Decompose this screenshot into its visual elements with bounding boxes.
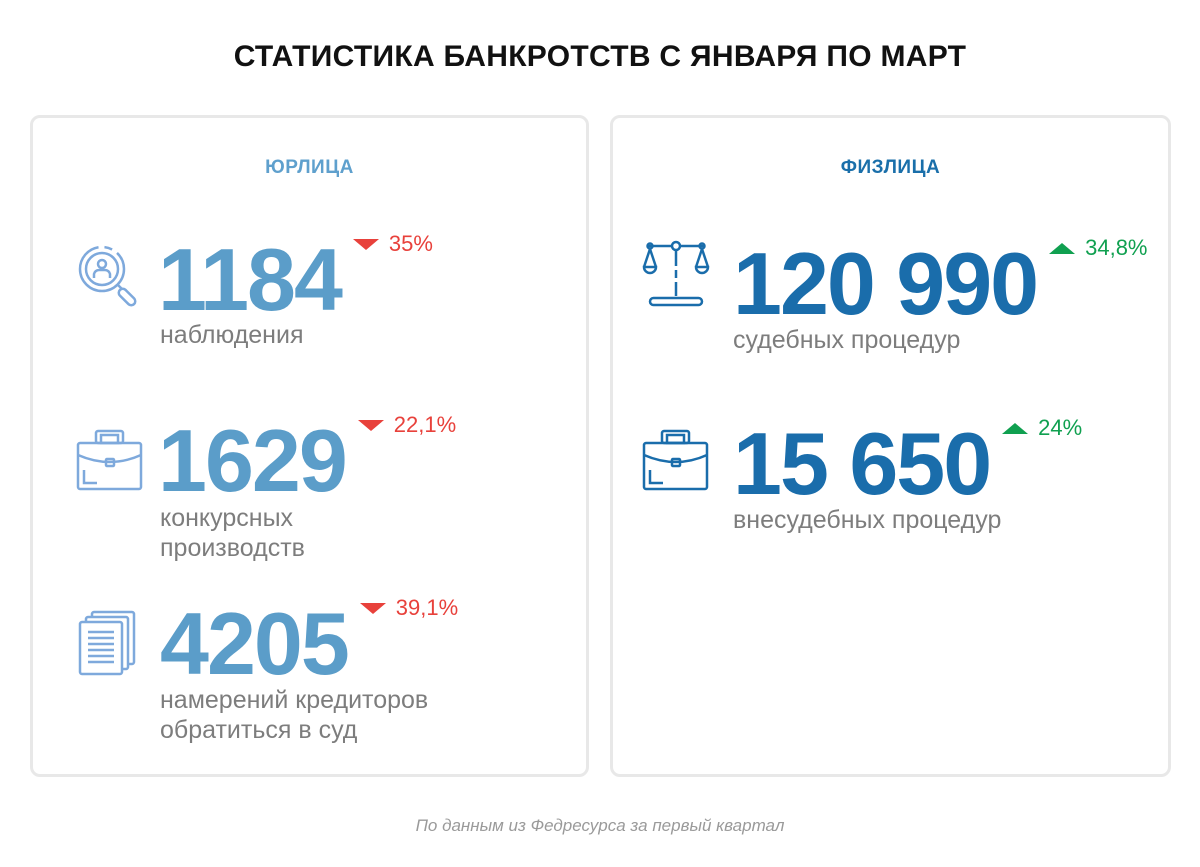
scales-icon [642, 240, 710, 308]
stat-label-creditor-intentions: намерений кредиторов обратиться в суд [160, 685, 428, 745]
down-triangle-icon [357, 419, 384, 431]
stat-label-observations: наблюдения [160, 321, 304, 349]
delta-bankruptcy-proceedings: 22,1% [357, 412, 457, 437]
delta-value: 24% [1038, 415, 1083, 440]
delta-value: 39,1% [395, 595, 459, 620]
stat-value-court-procedures: 120 990 [733, 234, 1039, 333]
source-footnote: По данным из Федресурса за первый кварта… [415, 816, 785, 835]
stat-row-court-procedures: 120 990 34,8% [733, 234, 1148, 333]
delta-value: 34,8% [1085, 235, 1148, 260]
magnifier-person-icon [76, 243, 144, 311]
delta-out-of-court-procedures: 24% [1002, 417, 1082, 439]
down-triangle-icon [352, 238, 379, 250]
legal-entities-header: ЮРЛИЦА [265, 157, 354, 178]
page-title: СТАТИСТИКА БАНКРОТСТВ С ЯНВАРЯ ПО МАРТ [233, 40, 967, 73]
legal-entities-card [30, 115, 589, 777]
delta-observations: 35% [352, 231, 433, 256]
stat-row-observations: 1184 35% [158, 230, 433, 329]
stat-label-court-procedures: судебных процедур [733, 326, 961, 354]
down-triangle-icon [359, 602, 386, 614]
label-line: производств [160, 534, 305, 562]
briefcase-icon [76, 428, 144, 492]
stat-value-out-of-court-procedures: 15 650 [733, 414, 992, 513]
individuals-header: ФИЗЛИЦА [840, 157, 941, 178]
delta-creditor-intentions: 39,1% [359, 595, 459, 620]
delta-value: 35% [388, 231, 433, 256]
stat-label-bankruptcy-proceedings: конкурсных производств [160, 503, 305, 563]
label-line: намерений кредиторов [160, 686, 429, 714]
up-triangle-icon [1049, 242, 1076, 254]
label-line: обратиться в суд [160, 716, 358, 744]
stat-value-creditor-intentions: 4205 [160, 594, 350, 693]
individuals-card [610, 115, 1171, 777]
stat-value-observations: 1184 [158, 230, 343, 329]
up-triangle-icon [1002, 422, 1029, 434]
label-line: конкурсных [160, 504, 294, 532]
stat-label-out-of-court-procedures: внесудебных процедур [733, 506, 1002, 534]
stat-row-out-of-court-procedures: 15 650 24% [733, 414, 1082, 513]
delta-value: 22,1% [393, 412, 457, 437]
stat-value-bankruptcy-proceedings: 1629 [158, 411, 348, 510]
stat-row-bankruptcy-proceedings: 1629 22,1% [158, 411, 456, 510]
delta-court-procedures: 34,8% [1049, 235, 1148, 260]
documents-icon [78, 610, 138, 676]
stat-row-creditor-intentions: 4205 39,1% [160, 594, 458, 693]
briefcase-icon [642, 428, 710, 492]
